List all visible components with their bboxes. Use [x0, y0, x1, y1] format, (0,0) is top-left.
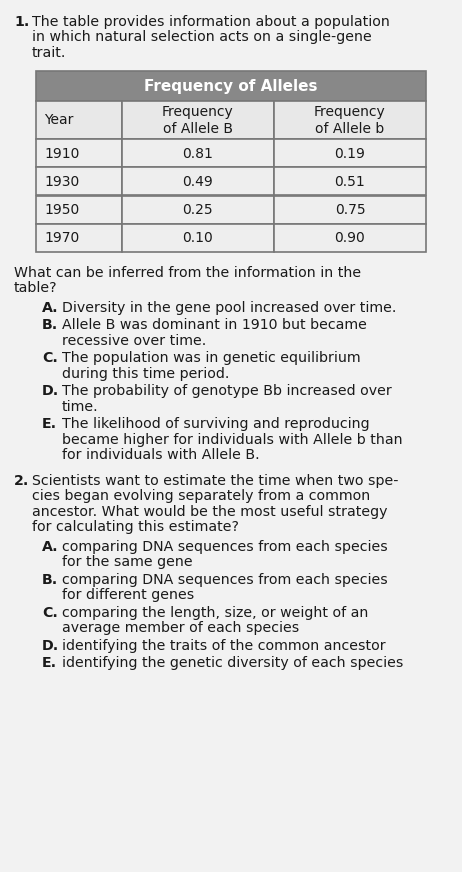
- Text: in which natural selection acts on a single-gene: in which natural selection acts on a sin…: [32, 31, 372, 44]
- Text: A.: A.: [42, 301, 59, 315]
- Text: identifying the traits of the common ancestor: identifying the traits of the common anc…: [62, 638, 386, 652]
- Text: ancestor. What would be the most useful strategy: ancestor. What would be the most useful …: [32, 505, 388, 519]
- Text: 1.: 1.: [14, 15, 30, 29]
- Text: identifying the genetic diversity of each species: identifying the genetic diversity of eac…: [62, 656, 403, 670]
- Text: 0.51: 0.51: [334, 174, 365, 188]
- Bar: [122, 195, 274, 223]
- Text: 0.19: 0.19: [334, 146, 365, 160]
- Text: A.: A.: [42, 540, 59, 554]
- Text: average member of each species: average member of each species: [62, 621, 299, 635]
- Text: Year: Year: [44, 113, 73, 127]
- Text: E.: E.: [42, 656, 57, 670]
- Text: comparing DNA sequences from each species: comparing DNA sequences from each specie…: [62, 540, 388, 554]
- Text: 0.81: 0.81: [182, 146, 213, 160]
- Bar: [274, 140, 426, 167]
- Bar: [36, 223, 122, 251]
- Text: 1910: 1910: [44, 146, 79, 160]
- Bar: [36, 167, 122, 195]
- Bar: [274, 167, 426, 195]
- Text: 1930: 1930: [44, 174, 79, 188]
- Text: The table provides information about a population: The table provides information about a p…: [32, 15, 390, 29]
- Text: 0.49: 0.49: [182, 174, 213, 188]
- Text: 0.90: 0.90: [334, 230, 365, 244]
- Bar: [122, 167, 274, 195]
- Text: table?: table?: [14, 281, 58, 295]
- Bar: [274, 101, 426, 140]
- Text: What can be inferred from the information in the: What can be inferred from the informatio…: [14, 265, 361, 280]
- Text: 0.10: 0.10: [182, 230, 213, 244]
- Bar: [122, 140, 274, 167]
- Text: C.: C.: [42, 605, 58, 619]
- Bar: [36, 101, 122, 140]
- Text: D.: D.: [42, 384, 59, 398]
- Text: Frequency
of Allele b: Frequency of Allele b: [314, 105, 386, 136]
- Text: for different genes: for different genes: [62, 588, 194, 602]
- Bar: [36, 72, 426, 101]
- Text: Diversity in the gene pool increased over time.: Diversity in the gene pool increased ove…: [62, 301, 396, 315]
- Bar: [36, 140, 122, 167]
- Bar: [122, 223, 274, 251]
- Text: The likelihood of surviving and reproducing: The likelihood of surviving and reproduc…: [62, 417, 370, 431]
- Text: The population was in genetic equilibrium: The population was in genetic equilibriu…: [62, 351, 361, 365]
- Text: trait.: trait.: [32, 46, 67, 60]
- Bar: [274, 223, 426, 251]
- Text: time.: time.: [62, 399, 98, 413]
- Text: comparing the length, size, or weight of an: comparing the length, size, or weight of…: [62, 605, 368, 619]
- Text: 1950: 1950: [44, 202, 79, 216]
- Text: D.: D.: [42, 638, 59, 652]
- Text: cies began evolving separately from a common: cies began evolving separately from a co…: [32, 489, 370, 503]
- Text: Allele B was dominant in 1910 but became: Allele B was dominant in 1910 but became: [62, 318, 367, 332]
- Text: 0.25: 0.25: [182, 202, 213, 216]
- Text: C.: C.: [42, 351, 58, 365]
- Bar: [274, 195, 426, 223]
- Text: B.: B.: [42, 573, 58, 587]
- Text: for the same gene: for the same gene: [62, 555, 193, 569]
- Bar: [36, 195, 122, 223]
- Text: during this time period.: during this time period.: [62, 366, 229, 380]
- Text: E.: E.: [42, 417, 57, 431]
- Text: The probability of genotype Bb increased over: The probability of genotype Bb increased…: [62, 384, 392, 398]
- Text: B.: B.: [42, 318, 58, 332]
- Text: 2.: 2.: [14, 473, 30, 487]
- Text: comparing DNA sequences from each species: comparing DNA sequences from each specie…: [62, 573, 388, 587]
- Text: 0.75: 0.75: [334, 202, 365, 216]
- Text: Frequency of Alleles: Frequency of Alleles: [144, 79, 318, 94]
- Text: became higher for individuals with Allele b than: became higher for individuals with Allel…: [62, 433, 402, 446]
- Text: 1970: 1970: [44, 230, 79, 244]
- Bar: [122, 101, 274, 140]
- Text: Frequency
of Allele B: Frequency of Allele B: [162, 105, 234, 136]
- Text: for individuals with Allele B.: for individuals with Allele B.: [62, 448, 260, 462]
- Text: recessive over time.: recessive over time.: [62, 333, 206, 348]
- Text: Scientists want to estimate the time when two spe-: Scientists want to estimate the time whe…: [32, 473, 399, 487]
- Text: for calculating this estimate?: for calculating this estimate?: [32, 520, 239, 534]
